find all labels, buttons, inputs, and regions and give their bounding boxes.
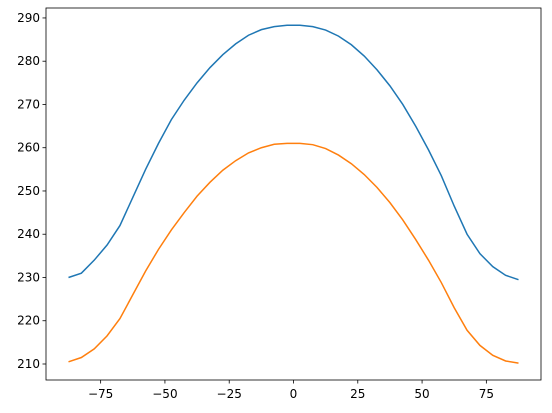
y-tick-label: 230 xyxy=(17,270,40,284)
y-tick-label: 250 xyxy=(17,184,40,198)
x-tick-label: −25 xyxy=(217,387,242,401)
data-line xyxy=(68,24,519,281)
y-tick-label: 210 xyxy=(17,357,40,371)
y-tick-label: 220 xyxy=(17,314,40,328)
y-tick-label: 280 xyxy=(17,54,40,68)
x-tick-label: −75 xyxy=(88,387,113,401)
x-tick-label: 75 xyxy=(479,387,494,401)
x-tick-label: 0 xyxy=(290,387,298,401)
axes-frame xyxy=(45,7,542,381)
plot-area xyxy=(46,8,541,380)
x-tick-label: 25 xyxy=(350,387,365,401)
y-tick-label: 240 xyxy=(17,227,40,241)
y-tick-label: 270 xyxy=(17,97,40,111)
x-tick-label: 50 xyxy=(414,387,429,401)
data-line xyxy=(68,142,519,364)
y-tick-label: 290 xyxy=(17,11,40,25)
x-tick-label: −50 xyxy=(152,387,177,401)
y-tick-label: 260 xyxy=(17,141,40,155)
